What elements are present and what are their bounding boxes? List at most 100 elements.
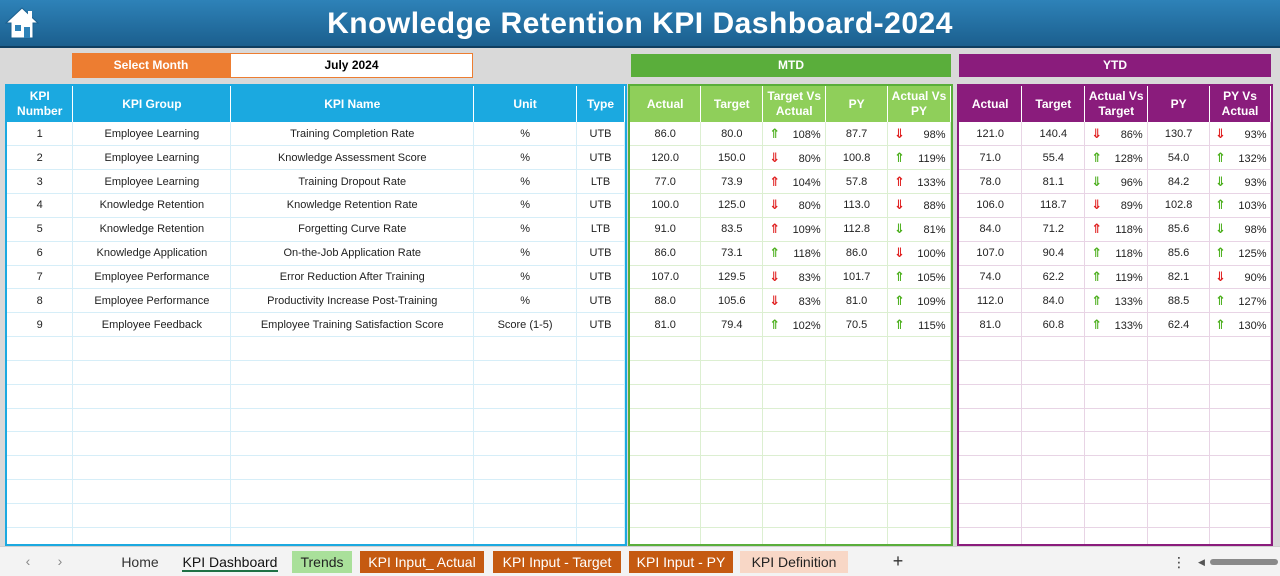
empty-cell[interactable]: [72, 408, 232, 433]
empty-cell[interactable]: [1084, 479, 1149, 504]
empty-cell[interactable]: [1209, 503, 1271, 528]
sheet-tab-home[interactable]: Home: [112, 551, 168, 573]
empty-cell[interactable]: [630, 431, 702, 457]
empty-cell[interactable]: [825, 479, 889, 504]
empty-cell[interactable]: [1021, 384, 1086, 409]
empty-cell[interactable]: [72, 503, 232, 528]
empty-cell[interactable]: [887, 360, 951, 385]
empty-cell[interactable]: [576, 431, 625, 457]
empty-cell[interactable]: [1147, 431, 1210, 457]
empty-cell[interactable]: [1021, 408, 1086, 433]
empty-cell[interactable]: [762, 384, 827, 409]
empty-cell[interactable]: [700, 503, 764, 528]
empty-cell[interactable]: [72, 336, 232, 361]
empty-cell[interactable]: [762, 527, 827, 544]
home-icon[interactable]: [4, 6, 40, 40]
empty-cell[interactable]: [1209, 479, 1271, 504]
empty-cell[interactable]: [762, 408, 827, 433]
empty-cell[interactable]: [7, 408, 74, 433]
empty-cell[interactable]: [7, 360, 74, 385]
empty-cell[interactable]: [1084, 408, 1149, 433]
empty-cell[interactable]: [7, 384, 74, 409]
empty-cell[interactable]: [825, 360, 889, 385]
chevron-right-icon[interactable]: ›: [57, 553, 63, 569]
empty-cell[interactable]: [700, 360, 764, 385]
empty-cell[interactable]: [1021, 336, 1086, 361]
empty-cell[interactable]: [1021, 479, 1086, 504]
empty-cell[interactable]: [230, 384, 475, 409]
empty-cell[interactable]: [1021, 431, 1086, 457]
empty-cell[interactable]: [72, 431, 232, 457]
empty-cell[interactable]: [7, 455, 74, 481]
sheet-tab-kpi-definition[interactable]: KPI Definition: [740, 551, 848, 573]
empty-cell[interactable]: [700, 336, 764, 361]
empty-cell[interactable]: [825, 527, 889, 544]
empty-cell[interactable]: [959, 384, 1023, 409]
empty-cell[interactable]: [72, 360, 232, 385]
add-sheet-icon[interactable]: +: [892, 551, 904, 571]
empty-cell[interactable]: [1209, 455, 1271, 481]
empty-cell[interactable]: [230, 527, 475, 544]
empty-cell[interactable]: [230, 336, 475, 361]
empty-cell[interactable]: [762, 360, 827, 385]
empty-cell[interactable]: [887, 384, 951, 409]
empty-cell[interactable]: [762, 455, 827, 481]
empty-cell[interactable]: [576, 479, 625, 504]
empty-cell[interactable]: [630, 479, 702, 504]
empty-cell[interactable]: [473, 503, 578, 528]
empty-cell[interactable]: [700, 431, 764, 457]
empty-cell[interactable]: [7, 336, 74, 361]
empty-cell[interactable]: [230, 455, 475, 481]
empty-cell[interactable]: [825, 408, 889, 433]
empty-cell[interactable]: [1084, 503, 1149, 528]
empty-cell[interactable]: [1084, 336, 1149, 361]
empty-cell[interactable]: [959, 479, 1023, 504]
empty-cell[interactable]: [1209, 384, 1271, 409]
empty-cell[interactable]: [887, 527, 951, 544]
empty-cell[interactable]: [7, 503, 74, 528]
horizontal-scrollbar[interactable]: ◀: [1198, 556, 1278, 568]
empty-cell[interactable]: [1209, 408, 1271, 433]
empty-cell[interactable]: [1147, 336, 1210, 361]
empty-cell[interactable]: [473, 360, 578, 385]
empty-cell[interactable]: [959, 408, 1023, 433]
empty-cell[interactable]: [700, 527, 764, 544]
empty-cell[interactable]: [72, 384, 232, 409]
empty-cell[interactable]: [630, 384, 702, 409]
empty-cell[interactable]: [630, 360, 702, 385]
sheet-tab-kpi-input-target[interactable]: KPI Input - Target: [493, 551, 621, 573]
empty-cell[interactable]: [576, 503, 625, 528]
select-month-dropdown[interactable]: July 2024: [230, 53, 473, 78]
empty-cell[interactable]: [1021, 360, 1086, 385]
empty-cell[interactable]: [72, 479, 232, 504]
empty-cell[interactable]: [1021, 527, 1086, 544]
empty-cell[interactable]: [959, 455, 1023, 481]
empty-cell[interactable]: [7, 479, 74, 504]
empty-cell[interactable]: [576, 384, 625, 409]
empty-cell[interactable]: [72, 527, 232, 544]
empty-cell[interactable]: [887, 503, 951, 528]
empty-cell[interactable]: [1147, 503, 1210, 528]
empty-cell[interactable]: [1147, 455, 1210, 481]
empty-cell[interactable]: [1084, 455, 1149, 481]
empty-cell[interactable]: [887, 408, 951, 433]
empty-cell[interactable]: [700, 455, 764, 481]
empty-cell[interactable]: [825, 336, 889, 361]
empty-cell[interactable]: [700, 479, 764, 504]
empty-cell[interactable]: [7, 527, 74, 544]
empty-cell[interactable]: [1209, 431, 1271, 457]
empty-cell[interactable]: [230, 431, 475, 457]
empty-cell[interactable]: [72, 455, 232, 481]
more-options-icon[interactable]: ⋮: [1172, 554, 1186, 570]
empty-cell[interactable]: [1084, 384, 1149, 409]
empty-cell[interactable]: [1209, 527, 1271, 544]
empty-cell[interactable]: [887, 336, 951, 361]
empty-cell[interactable]: [1084, 527, 1149, 544]
empty-cell[interactable]: [7, 431, 74, 457]
empty-cell[interactable]: [825, 431, 889, 457]
empty-cell[interactable]: [230, 408, 475, 433]
empty-cell[interactable]: [1147, 527, 1210, 544]
empty-cell[interactable]: [576, 455, 625, 481]
sheet-tab-kpi-dashboard[interactable]: KPI Dashboard: [176, 551, 284, 573]
empty-cell[interactable]: [959, 431, 1023, 457]
